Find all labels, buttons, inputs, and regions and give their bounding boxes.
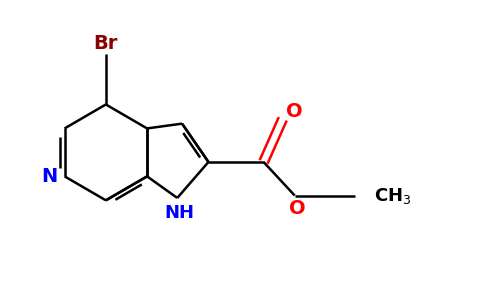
Text: CH$_3$: CH$_3$	[374, 185, 411, 206]
Text: Br: Br	[94, 34, 118, 53]
Text: N: N	[41, 167, 58, 186]
Text: NH: NH	[165, 204, 195, 222]
Text: O: O	[289, 200, 305, 218]
Text: O: O	[287, 102, 303, 121]
